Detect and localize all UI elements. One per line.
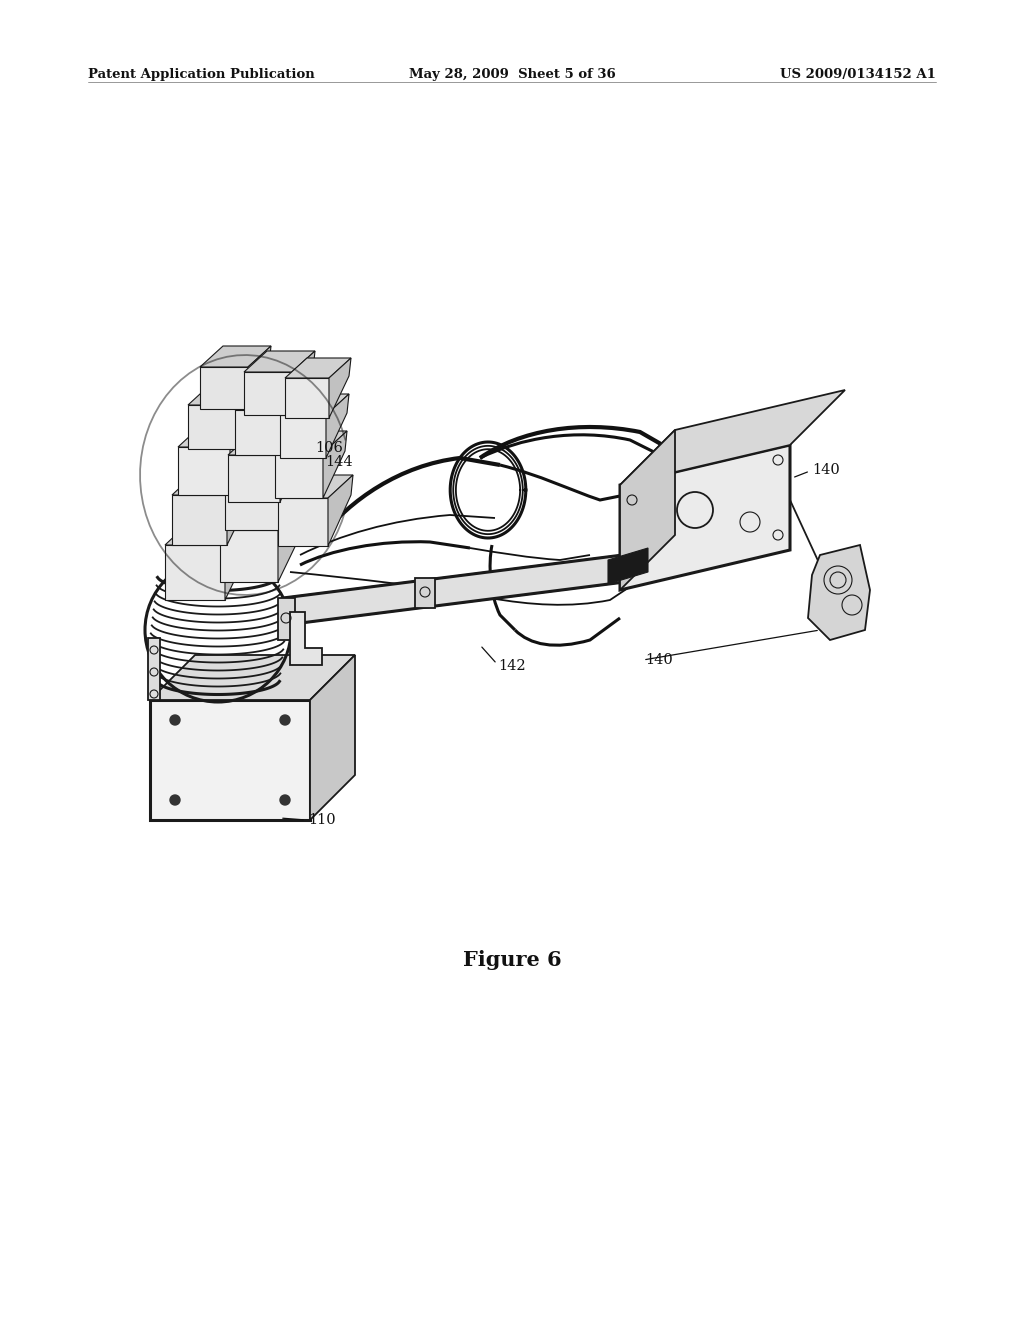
- Polygon shape: [165, 545, 225, 601]
- Polygon shape: [188, 405, 238, 449]
- Polygon shape: [310, 655, 355, 820]
- Text: 144: 144: [325, 455, 352, 469]
- Polygon shape: [150, 655, 355, 700]
- Polygon shape: [326, 393, 349, 458]
- Text: 140: 140: [812, 463, 840, 477]
- Polygon shape: [323, 432, 347, 498]
- Polygon shape: [227, 469, 255, 545]
- Polygon shape: [238, 383, 262, 449]
- Polygon shape: [200, 367, 248, 409]
- Polygon shape: [230, 422, 256, 495]
- Text: 142: 142: [498, 659, 525, 673]
- Polygon shape: [178, 422, 256, 447]
- Polygon shape: [244, 351, 315, 372]
- Polygon shape: [280, 414, 326, 458]
- Polygon shape: [275, 432, 347, 453]
- Polygon shape: [329, 358, 351, 418]
- Polygon shape: [220, 531, 278, 582]
- Text: Patent Application Publication: Patent Application Publication: [88, 69, 314, 81]
- Polygon shape: [244, 372, 292, 414]
- Polygon shape: [608, 548, 648, 583]
- Polygon shape: [620, 389, 845, 484]
- Polygon shape: [165, 517, 255, 545]
- Polygon shape: [225, 455, 307, 480]
- Circle shape: [170, 715, 180, 725]
- Polygon shape: [278, 504, 306, 582]
- Text: 110: 110: [308, 813, 336, 828]
- Polygon shape: [220, 504, 306, 531]
- Polygon shape: [234, 411, 285, 455]
- Polygon shape: [228, 432, 305, 455]
- Polygon shape: [620, 445, 790, 590]
- Polygon shape: [280, 455, 307, 531]
- Polygon shape: [292, 351, 315, 414]
- Text: 106: 106: [315, 441, 343, 455]
- Text: US 2009/0134152 A1: US 2009/0134152 A1: [780, 69, 936, 81]
- Polygon shape: [285, 388, 309, 455]
- Polygon shape: [275, 453, 323, 498]
- Polygon shape: [285, 378, 329, 418]
- Circle shape: [280, 715, 290, 725]
- Polygon shape: [290, 612, 322, 665]
- Polygon shape: [228, 455, 280, 502]
- Polygon shape: [248, 346, 271, 409]
- Polygon shape: [280, 393, 349, 414]
- Circle shape: [170, 795, 180, 805]
- Text: May 28, 2009  Sheet 5 of 36: May 28, 2009 Sheet 5 of 36: [409, 69, 615, 81]
- Polygon shape: [415, 578, 435, 609]
- Polygon shape: [278, 498, 328, 546]
- Text: Figure 6: Figure 6: [463, 950, 561, 970]
- Polygon shape: [285, 358, 351, 378]
- Polygon shape: [188, 383, 262, 405]
- Polygon shape: [278, 475, 353, 498]
- Polygon shape: [280, 432, 305, 502]
- Polygon shape: [278, 598, 295, 640]
- Polygon shape: [328, 475, 353, 546]
- Polygon shape: [178, 447, 230, 495]
- Polygon shape: [150, 700, 310, 820]
- Polygon shape: [225, 480, 280, 531]
- Polygon shape: [172, 469, 255, 495]
- Polygon shape: [620, 430, 675, 590]
- Polygon shape: [148, 638, 160, 700]
- Polygon shape: [234, 388, 309, 411]
- Text: 140: 140: [645, 653, 673, 667]
- Polygon shape: [172, 495, 227, 545]
- Polygon shape: [283, 548, 680, 624]
- Polygon shape: [808, 545, 870, 640]
- Polygon shape: [200, 346, 271, 367]
- Polygon shape: [225, 517, 255, 601]
- Circle shape: [280, 795, 290, 805]
